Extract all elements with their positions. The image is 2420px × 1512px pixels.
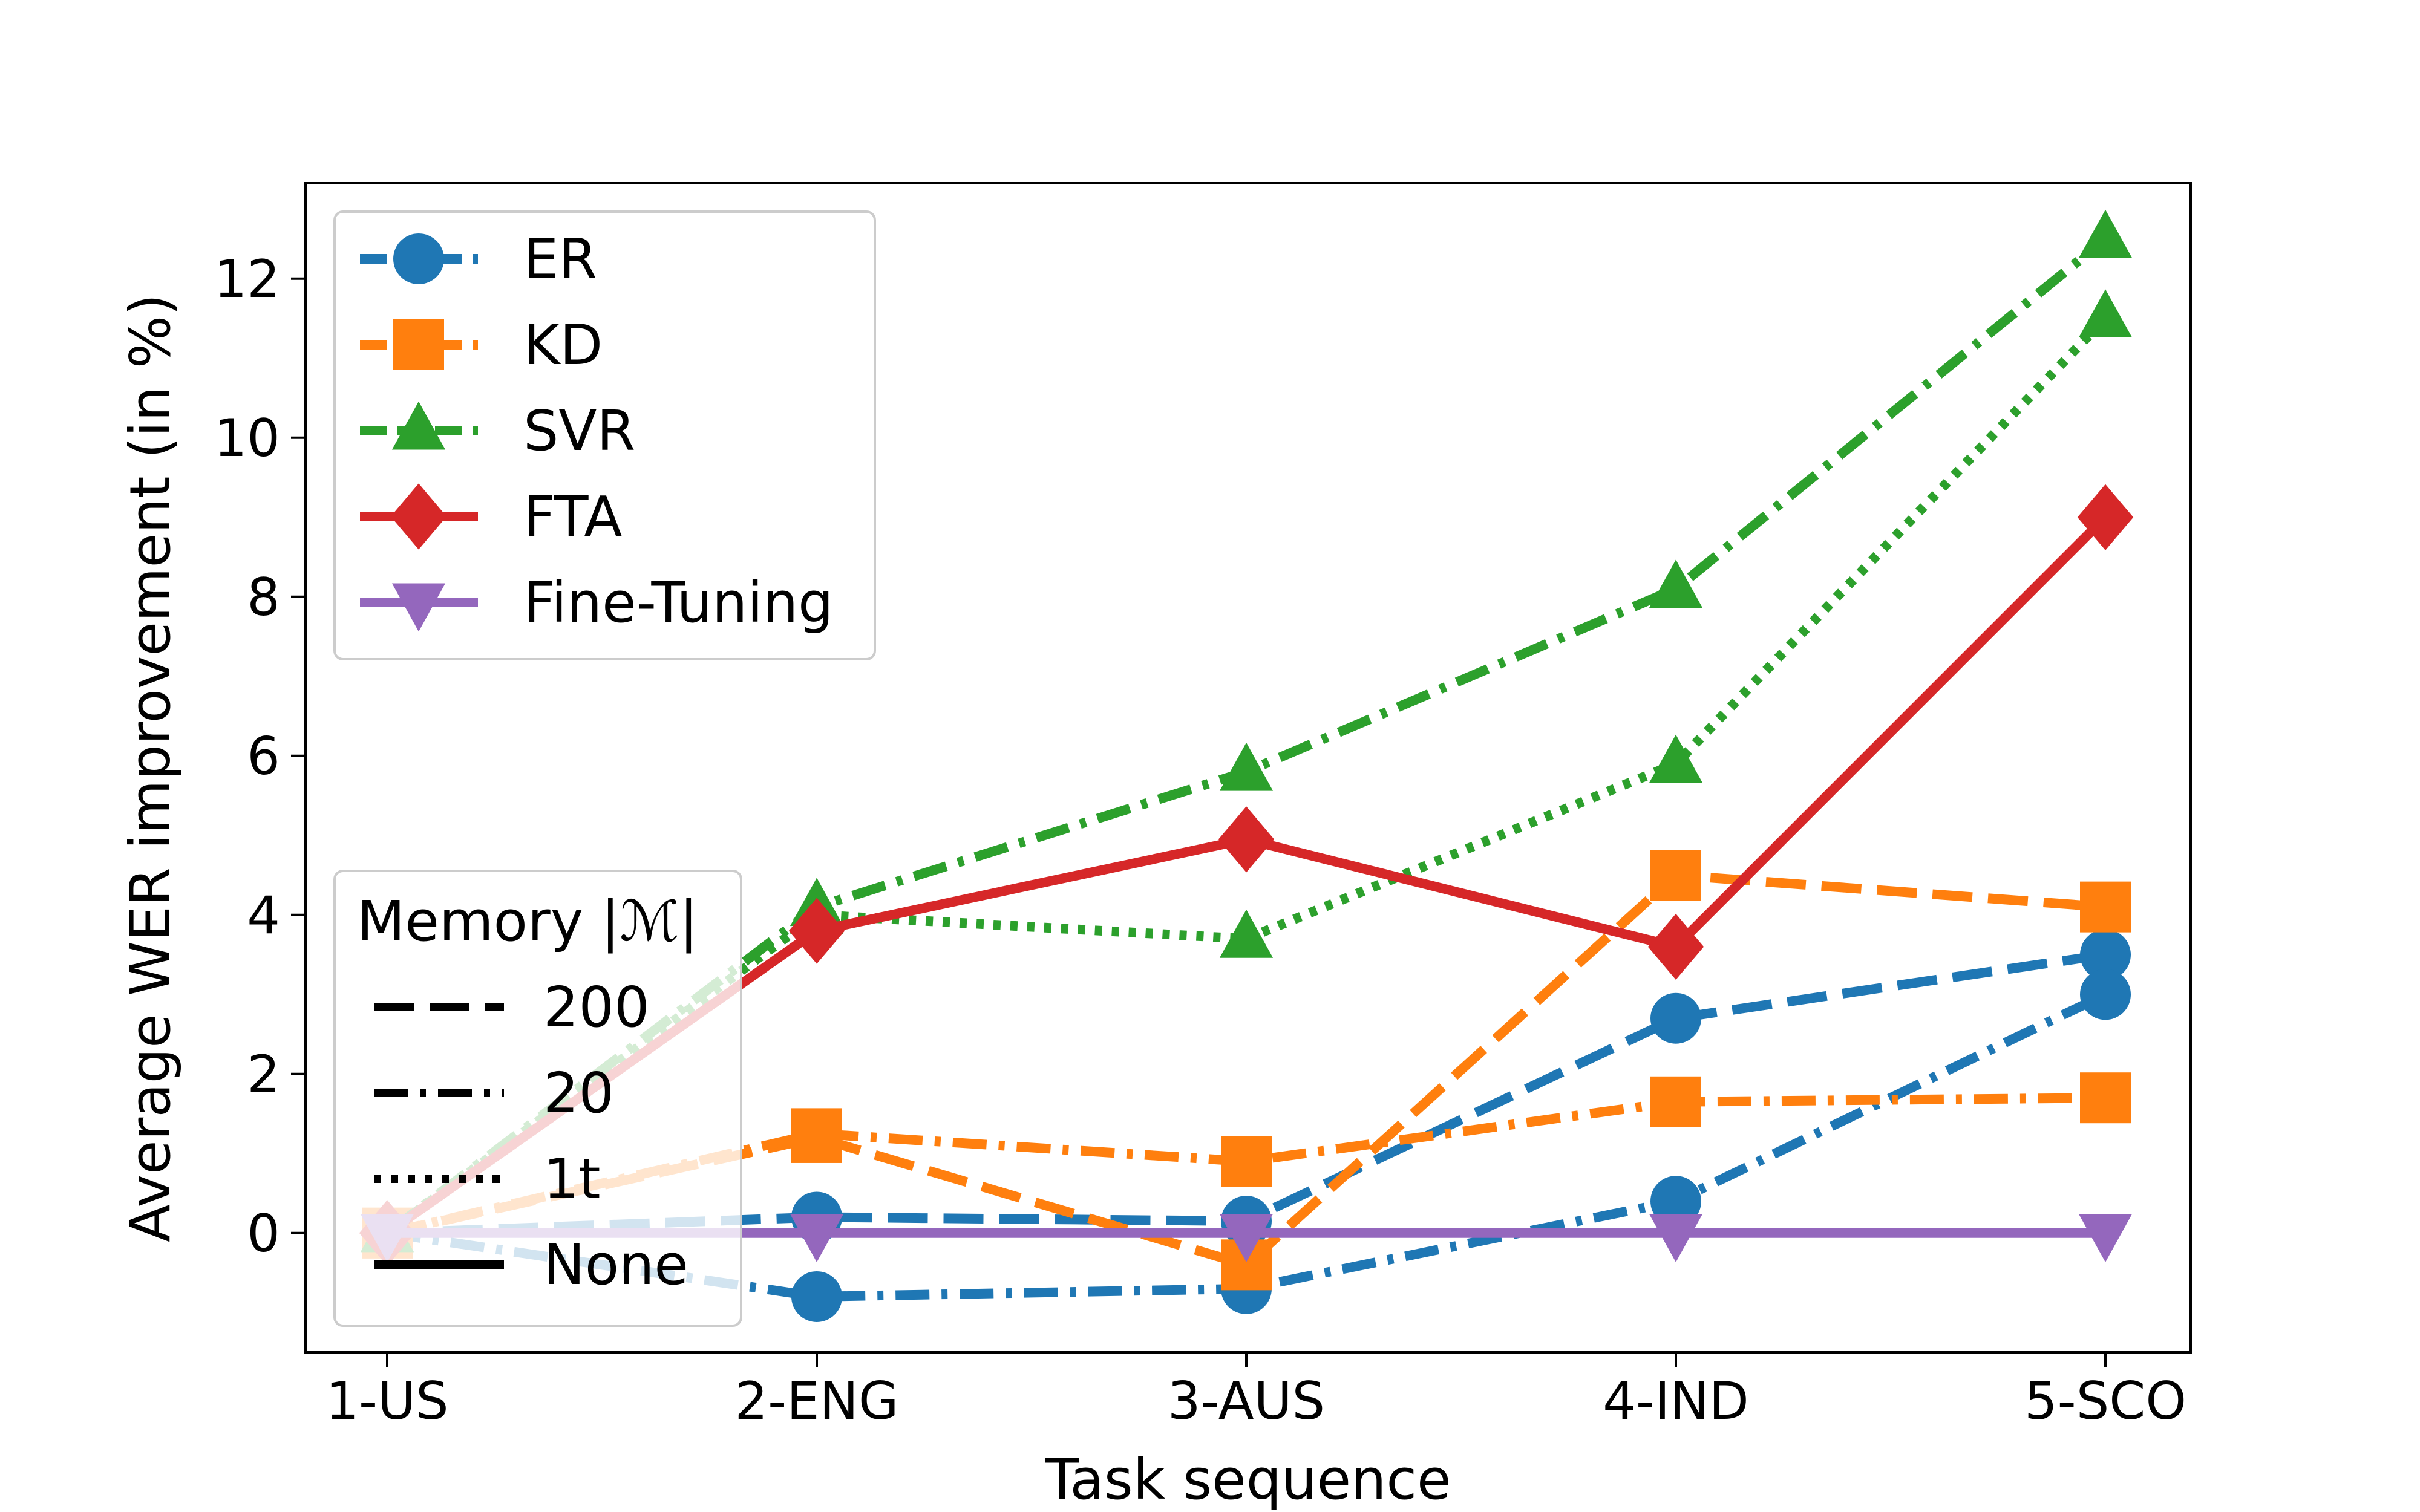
data-point [1650,850,1701,901]
data-point [791,1108,842,1159]
legend-marker [391,583,446,632]
y-tick-label: 10 [214,408,280,469]
x-axis-label: Task sequence [1044,1447,1451,1512]
data-point [2080,929,2131,980]
data-point [1221,1136,1272,1187]
y-tick-label: 0 [247,1204,280,1264]
data-point [2078,289,2133,338]
memory-legend-label: 1t [543,1147,601,1211]
data-point [1218,806,1275,873]
y-tick-label: 2 [247,1044,280,1105]
memory-legend-label: 200 [543,975,650,1040]
legend-marker [390,483,447,550]
memory-legend-label: 20 [543,1061,614,1126]
axes-layer: 0 2 4 6 8 10 12 1-US 2-ENG 3-AUS 4-IND 5-SCO [214,249,2186,1432]
data-point [2078,1214,2133,1263]
y-tick-label: 6 [247,726,280,787]
data-point [1650,1176,1701,1227]
data-point [2080,1072,2131,1124]
legend-marker [391,401,446,450]
memory-legend: Memory |ℳ| 200 20 1t None [333,870,742,1327]
data-point [1649,559,1703,608]
data-point [790,1214,844,1263]
legend-label: SVR [523,399,635,463]
x-tick-label: 5-SCO [2024,1371,2186,1432]
data-point [1219,1214,1274,1263]
method-legend-frame [333,210,876,660]
x-tick-label: 2-ENG [734,1371,898,1432]
data-point [1219,909,1274,958]
data-point [2080,969,2131,1020]
data-point [2078,209,2133,258]
plot-frame [304,182,2192,1354]
y-tick-label: 12 [214,249,280,310]
x-tick-label: 4-IND [1603,1371,1749,1432]
method-legend: ER KD SVR FTA Fine-Tuning [333,210,876,660]
data-point [791,1271,842,1322]
y-axis-label: Average WER improvement (in %) [118,294,183,1242]
legend-label: Fine-Tuning [523,570,834,635]
legend-marker [393,319,444,370]
legend-label: FTA [523,484,622,549]
data-point [788,898,845,964]
memory-legend-label: None [543,1233,688,1297]
y-tick-label: 4 [247,885,280,946]
y-tick-label: 8 [247,567,280,628]
data-point [1649,734,1703,783]
legend-label: KD [523,313,603,377]
data-point [1647,913,1704,980]
memory-legend-frame [333,870,742,1327]
legend-label: ER [523,227,597,292]
data-point [1649,1214,1703,1263]
x-tick-label: 3-AUS [1168,1371,1325,1432]
x-tick-label: 1-US [325,1371,448,1432]
data-point [1650,992,1701,1044]
data-point [2080,881,2131,933]
memory-legend-title: Memory |ℳ| [357,889,698,954]
data-point [2077,484,2134,550]
data-point [1650,1076,1701,1127]
legend-marker [393,233,444,284]
data-point [1219,742,1274,791]
